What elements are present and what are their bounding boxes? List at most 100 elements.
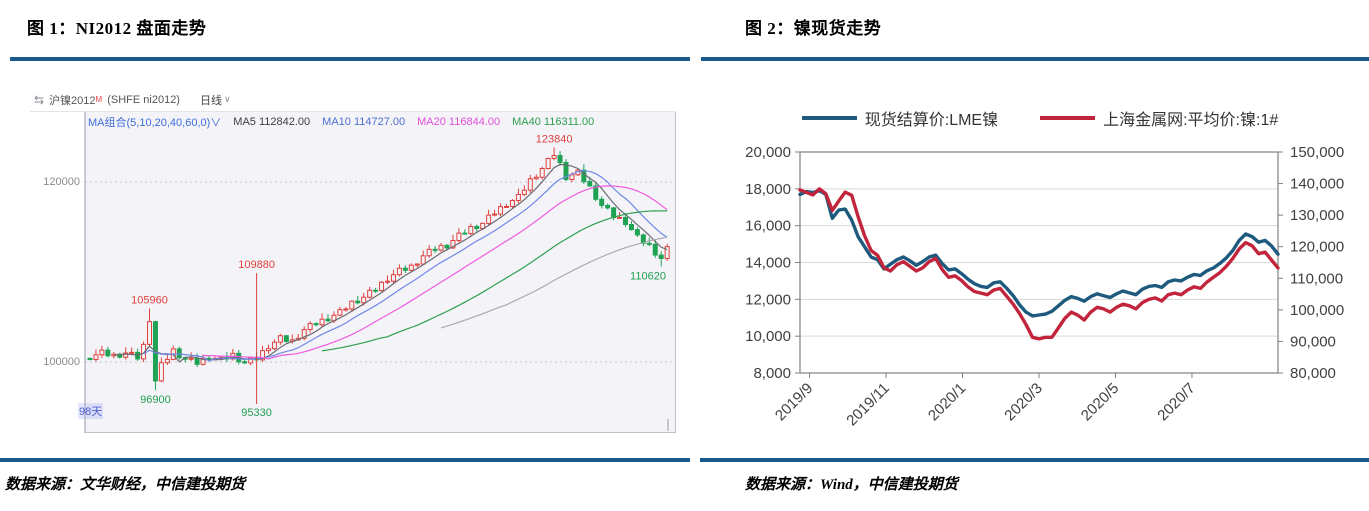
price-annotation: 105960 [131,294,168,306]
wenhua-toolbar: ⇆ 沪镍2012 M (SHFE ni2012) 日线 ∨ [30,88,676,112]
figure1-title: 图 1：NI2012 盘面走势 [27,19,207,38]
candle-body [527,178,533,191]
ma40-line [321,210,668,352]
left-axis-label: 8,000 [753,365,791,382]
wenhua-chart-panel: ⇆ 沪镍2012 M (SHFE ni2012) 日线 ∨ 105960 96900… [30,88,676,433]
contract-symbol: 沪镍2012 [49,94,96,107]
x-axis-label: 2020/7 [1154,380,1198,424]
ma-value-label: MA40 116311.00 [512,116,595,128]
candle-body [450,240,456,249]
line-chart-legend: 现货结算价:LME镍 上海金属网:平均价:镍:1# [760,106,1320,130]
left-axis-label: 10,000 [745,328,791,345]
candle-body [188,357,194,360]
candle-body [652,243,658,256]
ma-value-label: MA5 112842.00 [233,116,311,128]
x-axis-label: 2020/1 [925,380,969,424]
legend-line-swatch [801,116,857,120]
candle-body [605,204,611,209]
candle-body [408,264,414,271]
candle-body [438,244,444,251]
candle-body [623,216,628,225]
candle-body [87,357,93,360]
period-dropdown[interactable]: 日线 [199,94,222,107]
chevron-down-icon[interactable]: ∨ [223,94,231,104]
legend-line-swatch [1040,116,1096,120]
smm-nickel-series [798,187,1280,341]
left-axis-label: 20,000 [745,144,791,161]
candle-body [242,361,248,364]
right-axis-label: 100,000 [1290,302,1344,319]
price-annotation: 95330 [241,407,272,419]
candle-body [396,267,402,276]
y-axis-label-120000: 120000 [43,176,80,188]
candle-body [349,300,355,310]
candle-body [628,223,634,231]
legend-label: 现货结算价:LME镍 [864,112,999,129]
candle-body [593,185,599,200]
ma-value-label: MA20 116844.00 [417,116,501,128]
left-axis-label: 18,000 [745,181,791,198]
left-axis-label: 16,000 [745,218,791,235]
right-axis-label: 90,000 [1290,333,1336,350]
candle-body [509,199,515,207]
candlestick-chart-area: 105960 96900 109880 95330 123840 110620 MA组合(… [30,112,676,433]
candle-body [361,296,367,304]
candle-body [373,289,379,292]
right-axis-label: 110,000 [1290,270,1343,287]
candle-body [515,193,521,201]
candle-body [504,205,509,208]
candle-body [474,225,480,230]
candle-body [343,308,349,311]
candle-body [426,248,432,257]
candle-body [200,357,206,365]
figure2-source: 数据来源：Wind，中信建投期货 [745,477,958,493]
legend-item: 现货结算价:LME镍 [801,106,999,130]
candle-body [367,289,373,298]
candle-body [158,362,164,382]
candle-body [337,309,343,316]
spot-price-chart: 20,000 18,000 16,000 14,000 12,000 10,000 8,00… [745,144,1344,430]
left-axis-label: 12,000 [745,291,791,308]
ma-indicator-bar: MA组合(5,10,20,40,60,0)∨ MA5 112842.00 MA10… [88,114,594,130]
candle-body [176,348,182,359]
candle-body [123,352,129,358]
candle-body [599,198,605,206]
candlestick-chart: 105960 96900 109880 95330 123840 110620 [30,112,676,433]
candle-body [105,349,111,357]
legend-item: 上海金属网:平均价:镍:1# [1040,106,1278,130]
candle-body [164,358,170,364]
candle-body [557,155,563,164]
candle-body [301,329,307,339]
ma-combo-dropdown[interactable]: MA组合(5,10,20,40,60,0)∨ [88,117,222,129]
right-axis-label: 140,000 [1290,176,1344,193]
candle-body [402,267,408,271]
figure1-bottom-divider [0,458,690,462]
figure2-title: 图 2：镍现货走势 [745,19,882,38]
right-axis-label: 130,000 [1290,207,1344,224]
x-axis-label: 2019/11 [843,380,893,430]
right-axis-label: 120,000 [1290,239,1344,256]
link-icon[interactable]: ⇆ [34,92,45,107]
x-axis-label: 2020/5 [1078,380,1122,424]
candle-body [313,323,319,326]
right-axis-label: 150,000 [1290,144,1344,161]
candle-body [611,207,617,219]
figure2-bottom-divider [700,458,1369,462]
candle-body [551,155,557,159]
candle-body [664,246,670,259]
candle-body [468,225,474,234]
candle-body [260,350,266,361]
candle-body [640,234,646,244]
candle-body [545,157,551,169]
candle-body [129,351,135,354]
candle-body [486,214,492,224]
candle-body [379,281,385,292]
price-annotation: 123840 [536,133,573,145]
candle-body [283,335,289,342]
candle-body [456,232,462,242]
candle-body [93,354,99,360]
right-axis-label: 80,000 [1290,365,1336,382]
candle-body [658,254,664,260]
candle-body [521,189,527,195]
candle-body [569,174,575,180]
